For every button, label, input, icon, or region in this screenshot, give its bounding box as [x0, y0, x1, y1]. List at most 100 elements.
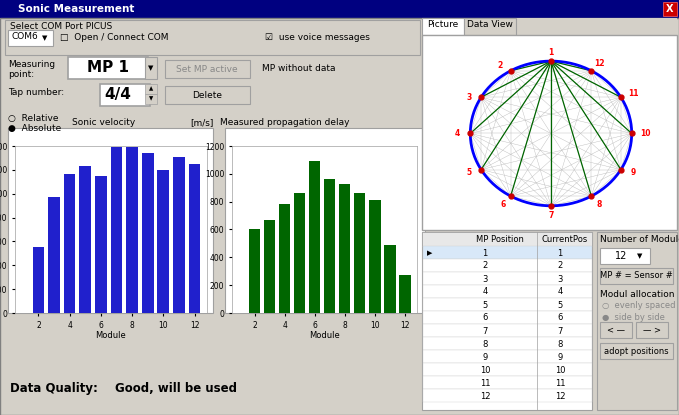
- Bar: [600, 322, 632, 338]
- Text: Sonic velocity: Sonic velocity: [72, 118, 135, 127]
- Bar: [422, 232, 592, 410]
- Text: 4: 4: [482, 288, 488, 296]
- Text: 10: 10: [640, 129, 650, 138]
- Text: Tap number:: Tap number:: [8, 88, 64, 97]
- Text: ☑  use voice messages: ☑ use voice messages: [265, 33, 370, 42]
- Text: ○  Relative: ○ Relative: [8, 114, 58, 123]
- Text: 10: 10: [555, 366, 565, 374]
- Bar: [95, 176, 107, 313]
- Bar: [0, 0, 679, 18]
- Text: 2: 2: [498, 61, 503, 70]
- Text: ▲: ▲: [149, 86, 153, 91]
- Text: 4: 4: [557, 288, 563, 296]
- Bar: [423, 337, 592, 350]
- Text: 11: 11: [480, 378, 490, 388]
- Text: ▼: ▼: [148, 65, 153, 71]
- Bar: [354, 193, 365, 313]
- X-axis label: Module: Module: [96, 331, 126, 340]
- Text: Measuring
point:: Measuring point:: [8, 60, 55, 79]
- Bar: [423, 311, 592, 324]
- Bar: [279, 205, 291, 313]
- Text: 6: 6: [482, 313, 488, 322]
- Text: — >: — >: [643, 325, 661, 334]
- Bar: [145, 94, 157, 104]
- X-axis label: Module: Module: [309, 331, 340, 340]
- Text: Number of Modules: Number of Modules: [600, 235, 679, 244]
- Bar: [165, 86, 250, 104]
- Bar: [597, 232, 677, 410]
- Text: [m/s]: [m/s]: [190, 118, 213, 127]
- Text: 12: 12: [615, 251, 627, 261]
- Text: ▶: ▶: [427, 250, 433, 256]
- Text: 2: 2: [557, 261, 563, 271]
- Text: MP Position: MP Position: [476, 234, 524, 244]
- Bar: [142, 153, 153, 313]
- Text: 9: 9: [557, 352, 563, 361]
- Bar: [423, 298, 592, 311]
- Bar: [423, 246, 592, 259]
- Bar: [33, 247, 44, 313]
- Bar: [422, 232, 592, 246]
- Bar: [264, 220, 275, 313]
- Text: 5: 5: [482, 300, 488, 310]
- Text: 5: 5: [466, 168, 471, 177]
- Bar: [249, 229, 260, 313]
- Text: 3: 3: [482, 274, 488, 283]
- Text: 7: 7: [557, 327, 563, 335]
- Bar: [173, 157, 185, 313]
- Text: ▼: ▼: [638, 253, 643, 259]
- Text: Delete: Delete: [192, 90, 222, 100]
- Text: COM6: COM6: [11, 32, 38, 41]
- Text: 1: 1: [557, 249, 563, 257]
- Text: ●  side by side: ● side by side: [602, 313, 665, 322]
- Text: 7: 7: [549, 211, 553, 220]
- Text: < —: < —: [607, 325, 625, 334]
- Text: 9: 9: [631, 168, 636, 177]
- Bar: [422, 18, 677, 35]
- Text: 5: 5: [557, 300, 563, 310]
- Text: Data View: Data View: [467, 20, 513, 29]
- Text: Sonic Measurement: Sonic Measurement: [18, 4, 134, 14]
- Text: Measured propagation delay: Measured propagation delay: [220, 118, 350, 127]
- Bar: [145, 84, 157, 94]
- Text: 9: 9: [482, 352, 488, 361]
- Bar: [48, 197, 60, 313]
- Bar: [423, 324, 592, 337]
- Bar: [423, 389, 592, 402]
- Bar: [225, 128, 425, 313]
- Text: X: X: [666, 4, 674, 14]
- Bar: [8, 128, 213, 313]
- Bar: [423, 350, 592, 363]
- Text: CurrentPos: CurrentPos: [542, 234, 588, 244]
- Text: 4: 4: [454, 129, 460, 138]
- Text: 6: 6: [501, 200, 506, 209]
- Text: 11: 11: [555, 378, 565, 388]
- Text: 10: 10: [480, 366, 490, 374]
- Text: 12: 12: [555, 391, 565, 400]
- Text: 3: 3: [466, 93, 471, 102]
- Bar: [384, 245, 396, 313]
- Text: 11: 11: [628, 90, 638, 98]
- Bar: [423, 259, 592, 272]
- Text: MP # = Sensor #: MP # = Sensor #: [600, 271, 672, 281]
- Bar: [464, 18, 516, 35]
- Bar: [324, 179, 335, 313]
- Text: 12: 12: [594, 59, 605, 68]
- Bar: [111, 147, 122, 313]
- Bar: [636, 322, 668, 338]
- Text: 12: 12: [480, 391, 490, 400]
- Bar: [79, 166, 91, 313]
- Bar: [423, 363, 592, 376]
- Bar: [64, 174, 75, 313]
- Bar: [600, 268, 673, 284]
- Text: Modul allocation: Modul allocation: [600, 290, 674, 299]
- Text: ▼: ▼: [149, 97, 153, 102]
- Bar: [663, 2, 677, 16]
- Bar: [422, 18, 464, 35]
- Text: MP 1: MP 1: [87, 61, 129, 76]
- Text: 8: 8: [597, 200, 602, 209]
- Text: 7: 7: [482, 327, 488, 335]
- Bar: [8, 30, 53, 46]
- Text: 6: 6: [557, 313, 563, 322]
- Text: MP without data: MP without data: [262, 64, 335, 73]
